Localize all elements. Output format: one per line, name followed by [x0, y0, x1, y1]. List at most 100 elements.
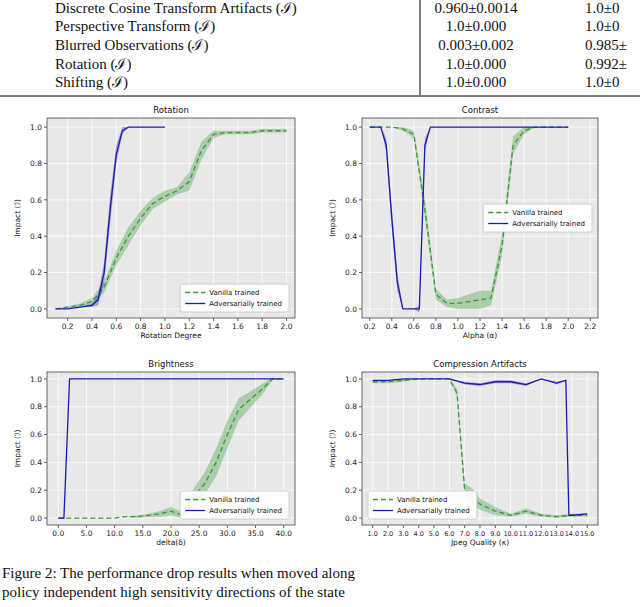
grid-line: [47, 462, 295, 463]
tick-mark: [359, 378, 362, 379]
tick-label: 1.0: [30, 375, 42, 384]
grid-line: [47, 490, 295, 491]
tick-label: 9.0: [490, 530, 500, 538]
tick-label: 0.2: [345, 486, 357, 495]
plot-frame: [47, 118, 295, 318]
legend-swatch: [488, 223, 508, 224]
chart-title: Brightness: [148, 359, 194, 369]
grid-line: [47, 163, 295, 164]
tick-label: 1.0: [159, 322, 171, 331]
tick-mark: [359, 199, 362, 200]
tick-mark: [435, 318, 436, 321]
tick-mark: [44, 378, 47, 379]
tick-mark: [44, 236, 47, 237]
tick-mark: [140, 318, 141, 321]
legend-box: [368, 491, 477, 519]
caption-line: policy independent high sensitivity dire…: [2, 584, 345, 600]
tick-mark: [510, 525, 511, 528]
tick-label: 0.8: [430, 322, 442, 331]
tick-label: 5.0: [80, 529, 92, 538]
x-axis-label: Jpeg Quality (κ): [450, 538, 509, 547]
tick-label: 20.0: [163, 529, 180, 538]
tick-mark: [546, 318, 547, 321]
tick-label: 0.8: [135, 322, 147, 331]
tick-mark: [44, 462, 47, 463]
tick-mark: [541, 525, 542, 528]
tick-label: 1.0: [368, 530, 378, 538]
table-cell: 0.003±0.002: [438, 37, 514, 53]
plot-background: [362, 372, 598, 525]
legend-label: Vanilla trained: [512, 209, 562, 217]
tick-label: 0.6: [110, 322, 122, 331]
series-line: [56, 131, 287, 309]
tick-label: 0.2: [30, 486, 42, 495]
chart: 1.02.03.04.05.06.07.08.09.010.011.012.01…: [328, 359, 598, 547]
grid-line: [164, 118, 165, 318]
tick-mark: [44, 308, 47, 309]
series-line: [370, 127, 568, 303]
x-axis-label: delta(δ): [156, 538, 186, 547]
y-axis-label: Impact (ℐ): [328, 199, 337, 237]
tick-mark: [590, 318, 591, 321]
tick-mark: [227, 525, 228, 528]
plot-marks: [373, 379, 588, 518]
tick-label: 6.0: [444, 530, 454, 538]
tick-label: 0.8: [345, 402, 357, 411]
grid-line: [571, 372, 572, 525]
tick-label: 0.8: [30, 159, 42, 168]
tick-mark: [189, 318, 190, 321]
tick-mark: [568, 318, 569, 321]
series-line: [58, 379, 283, 518]
table-cell: 1.0±0.000: [446, 56, 507, 72]
table-rule: [420, 0, 421, 95]
legend-label: Adversarially trained: [397, 507, 470, 515]
grid-line: [541, 372, 542, 525]
chart: 0.20.40.60.81.01.21.41.61.82.00.00.20.40…: [13, 105, 295, 340]
tick-label: 1.0: [345, 123, 357, 132]
legend-swatch: [185, 499, 205, 500]
grid-line: [171, 372, 172, 525]
tick-mark: [413, 318, 414, 321]
series-line: [56, 127, 165, 309]
legend-box: [180, 491, 289, 519]
tick-label: 35.0: [247, 529, 264, 538]
tick-mark: [44, 434, 47, 435]
tick-label: 1.2: [183, 322, 195, 331]
tick-mark: [237, 318, 238, 321]
tick-mark: [255, 525, 256, 528]
tick-label: 1.0: [345, 375, 357, 384]
error-band: [56, 129, 287, 309]
grid-line: [362, 199, 598, 200]
tick-mark: [571, 525, 572, 528]
grid-line: [47, 236, 295, 237]
tick-mark: [91, 318, 92, 321]
tick-mark: [480, 525, 481, 528]
legend-swatch: [373, 499, 393, 500]
tick-mark: [434, 525, 435, 528]
tick-mark: [58, 525, 59, 528]
legend-label: Adversarially trained: [209, 507, 282, 515]
grid-line: [510, 372, 511, 525]
table-cell: 1.0±0: [585, 0, 619, 16]
tick-label: 1.6: [232, 322, 244, 331]
tick-label: 0.6: [345, 430, 357, 439]
tick-label: 11.0: [519, 530, 533, 538]
grid-line: [47, 127, 295, 128]
tick-mark: [495, 525, 496, 528]
tick-label: 0.6: [30, 430, 42, 439]
tick-label: 0.2: [62, 322, 74, 331]
tick-label: 0.0: [345, 305, 357, 314]
tick-label: 1.2: [474, 322, 486, 331]
tick-mark: [286, 318, 287, 321]
tick-label: 0.8: [345, 159, 357, 168]
tick-label: 4.0: [414, 530, 424, 538]
grid-line: [91, 118, 92, 318]
tick-label: 2.0: [562, 322, 574, 331]
tick-mark: [44, 490, 47, 491]
grid-line: [457, 118, 458, 318]
tick-mark: [369, 318, 370, 321]
grid-line: [587, 372, 588, 525]
tick-mark: [171, 525, 172, 528]
chart-title: Compression Artifacts: [433, 359, 527, 369]
grid-line: [142, 372, 143, 525]
